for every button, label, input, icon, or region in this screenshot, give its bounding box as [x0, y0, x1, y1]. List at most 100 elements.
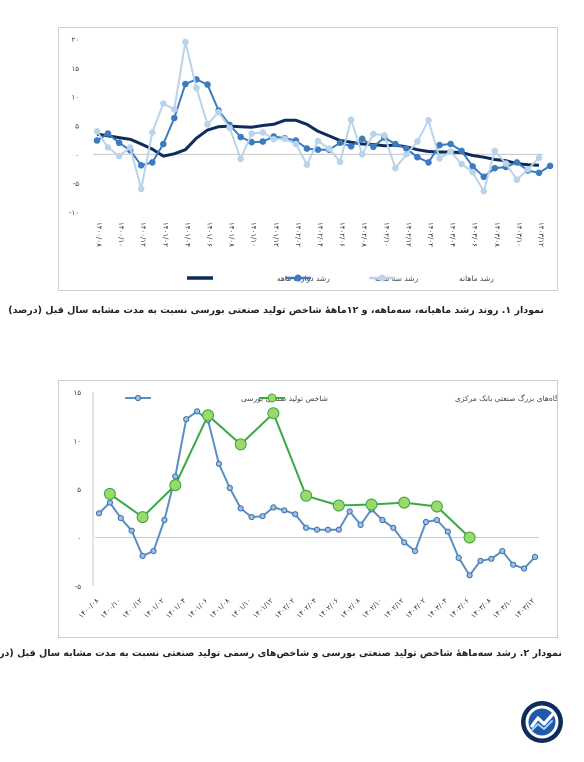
chart-1-y-tick-label: ۱۰ — [71, 94, 79, 102]
chart-2-x-tick-label: ۱۴۰۲/۱۲ — [382, 597, 405, 620]
chart-2-series-0-point — [346, 508, 353, 515]
chart-2-series-1-point — [234, 438, 247, 451]
chart-2-series-1-point — [136, 511, 149, 524]
chart-1-series-1-point — [303, 145, 311, 152]
chart-2-series-0-point — [335, 526, 342, 533]
chart-1-legend-label: رشد سه ماهه — [375, 274, 419, 283]
chart-1-y-tick-label: -۱۰ — [69, 209, 79, 217]
chart-2-series-0-point — [95, 510, 103, 517]
chart-1-series-1-point — [204, 81, 211, 88]
chart-2-series-0-point — [412, 548, 419, 555]
chart-2-y-tick-label: ۰ — [77, 535, 81, 543]
chart-1-x-tick-label: ۱۴۰۲/۰۸ — [360, 222, 368, 247]
chart-2-series-0-point — [139, 552, 146, 559]
chart-1-series-2-point — [425, 117, 432, 124]
chart-1-series-1-point — [358, 135, 366, 143]
chart-1-caption: نمودار ۱. روند رشد ماهیانه، سه‌ماهه، و ۱… — [8, 305, 544, 316]
chart-2-series-0-point — [183, 416, 190, 423]
chart-1-x-tick-label: ۱۴۰۳/۰۸ — [493, 222, 501, 247]
chart-1-x-tick-label: ۱۴۰۲/۱۰ — [382, 222, 390, 247]
chart-2-series-0-point — [237, 505, 244, 512]
publisher-logo — [520, 700, 564, 744]
chart-2-series-0-point — [270, 504, 277, 511]
chart-1-series-2-point — [436, 155, 443, 162]
chart-2-series-0-point — [357, 521, 364, 528]
chart-1-series-1-point — [149, 159, 156, 166]
chart-2-series-0-point — [172, 473, 179, 480]
chart-1-series-2-point — [358, 151, 366, 158]
chart-1-series-2-point — [524, 166, 532, 173]
chart-1-series-2-point — [392, 164, 399, 172]
chart-2-x-tick-label: ۱۴۰۰/۱۰ — [99, 597, 122, 620]
chart-1-y-tick-label: -۵ — [73, 180, 80, 188]
chart-2-series-0-point — [226, 484, 233, 492]
chart-2-series-1-point — [430, 500, 443, 513]
chart-2-series-0-point — [106, 499, 114, 506]
chart-2-x-tick-label: ۱۴۰۳/۰۸ — [470, 597, 493, 620]
chart-1-svg: ۲۰ ۱۵ ۱۰ ۵ ۰ -۵ -۱۰ ۱۴۰۰/۰۸ ۱۴۰۰/۱۰ ۱۴۰۰/۱۲ ۱۴۰۱/۰… — [69, 36, 554, 283]
chart-1-series-1-point — [491, 164, 499, 172]
chart-1-series-2-point — [347, 116, 355, 123]
chart-1-series-1-point — [336, 139, 344, 147]
chart-1-series-2-point — [381, 132, 388, 139]
chart-2-x-tick-label: ۱۴۰۰/۰۸ — [77, 597, 100, 620]
chart-2-caption: نمودار ۲. رشد سه‌ماهۀ شاخص تولید صنعتی ب… — [0, 648, 562, 659]
chart-2-x-tick-label: ۱۴۰۰/۱۲ — [121, 597, 144, 620]
chart-2-series-0-point — [248, 514, 255, 521]
chart-2-x-tick-label: ۱۴۰۳/۰۲ — [404, 597, 427, 620]
chart-1-series-2-point — [149, 129, 156, 136]
chart-2-series-0-point — [433, 516, 440, 524]
chart-1-series-2-point — [204, 121, 211, 128]
chart-1-series-2-point — [513, 176, 521, 183]
chart-1-x-tick-label: ۱۴۰۲/۰۶ — [338, 222, 346, 247]
chart-2-x-tick-label: ۱۴۰۳/۱۲ — [513, 597, 536, 620]
chart-1-series-2-point — [270, 136, 278, 143]
chart-2-x-tick-label: ۱۴۰۱/۰۶ — [186, 597, 209, 620]
chart-2-series-1-point — [365, 498, 378, 511]
chart-2-x-tick-label: ۱۴۰۲/۰۲ — [273, 597, 296, 620]
chart-2-series-0-point — [466, 572, 473, 579]
chart-1-series-2-point — [458, 160, 465, 168]
chart-1-series-1-point — [370, 143, 377, 151]
chart-2-series-1-point — [398, 496, 411, 509]
chart-1-x-tick-label: ۱۴۰۰/۱۰ — [117, 222, 125, 247]
chart-2-y-tick-label: ۱۰ — [73, 438, 81, 446]
chart-1-x-tick-label: ۱۴۰۱/۰۲ — [161, 222, 169, 247]
chart-1-series-2-point — [160, 100, 167, 107]
chart-2-x-tick-label: ۱۴۰۲/۰۸ — [339, 597, 362, 620]
chart-1-series-2-point — [535, 154, 543, 162]
chart-1-x-tick-label: ۱۴۰۱/۰۴ — [183, 222, 191, 247]
chart-2-series-1-point — [267, 407, 280, 420]
chart-2-legend-label: شاخص تولید کارگاه‌های بزرگ صنعتی بانک مر… — [455, 393, 557, 403]
chart-2-series-0-point — [324, 526, 331, 533]
chart-1-y-tick-label: ۰ — [75, 151, 79, 159]
chart-2-x-tick-label: ۱۴۰۱/۱۰ — [230, 597, 253, 620]
chart-1-series-2-point — [491, 147, 499, 155]
chart-1-series-1-point — [259, 138, 267, 145]
chart-1-x-tick-label: ۱۴۰۲/۰۲ — [294, 222, 302, 247]
chart-2-series-0-point — [521, 565, 528, 572]
chart-2-series-0-point — [292, 511, 299, 518]
chart-2-legend-marker — [267, 393, 277, 403]
chart-1-series-2-point — [93, 128, 101, 135]
chart-2-series-0-line — [98, 410, 536, 577]
chart-1-series-1-point — [425, 159, 432, 166]
chart-1-series-2-point — [303, 161, 311, 168]
chart-1-series-2-point — [104, 144, 112, 151]
chart-1-series-2-point — [215, 108, 222, 116]
chart-1-series-1-point — [115, 139, 123, 147]
chart-1-x-tick-label: ۱۴۰۲/۱۲ — [404, 222, 412, 247]
chart-1-series-0-line — [96, 118, 540, 167]
chart-1-series-1-point — [237, 133, 244, 141]
chart-1-panel: ۲۰ ۱۵ ۱۰ ۵ ۰ -۵ -۱۰ ۱۴۰۰/۰۸ ۱۴۰۰/۱۰ ۱۴۰۰/۱۲ ۱۴۰۱/۰… — [58, 27, 558, 291]
chart-2-x-tick-label: ۱۴۰۳/۰۴ — [426, 597, 449, 620]
chart-2-series-0-point — [303, 524, 310, 531]
chart-1-series-2-point — [171, 106, 178, 113]
chart-1-y-tick-label: ۵ — [75, 123, 79, 131]
chart-1-series-1-point — [447, 140, 454, 148]
chart-1-series-1-point — [414, 153, 421, 161]
chart-2-x-tick-label: ۱۴۰۲/۰۴ — [295, 597, 318, 620]
chart-1-series-2-point — [403, 151, 410, 158]
chart-2-legend-marker — [134, 394, 142, 402]
chart-2-series-0-point — [117, 515, 124, 522]
